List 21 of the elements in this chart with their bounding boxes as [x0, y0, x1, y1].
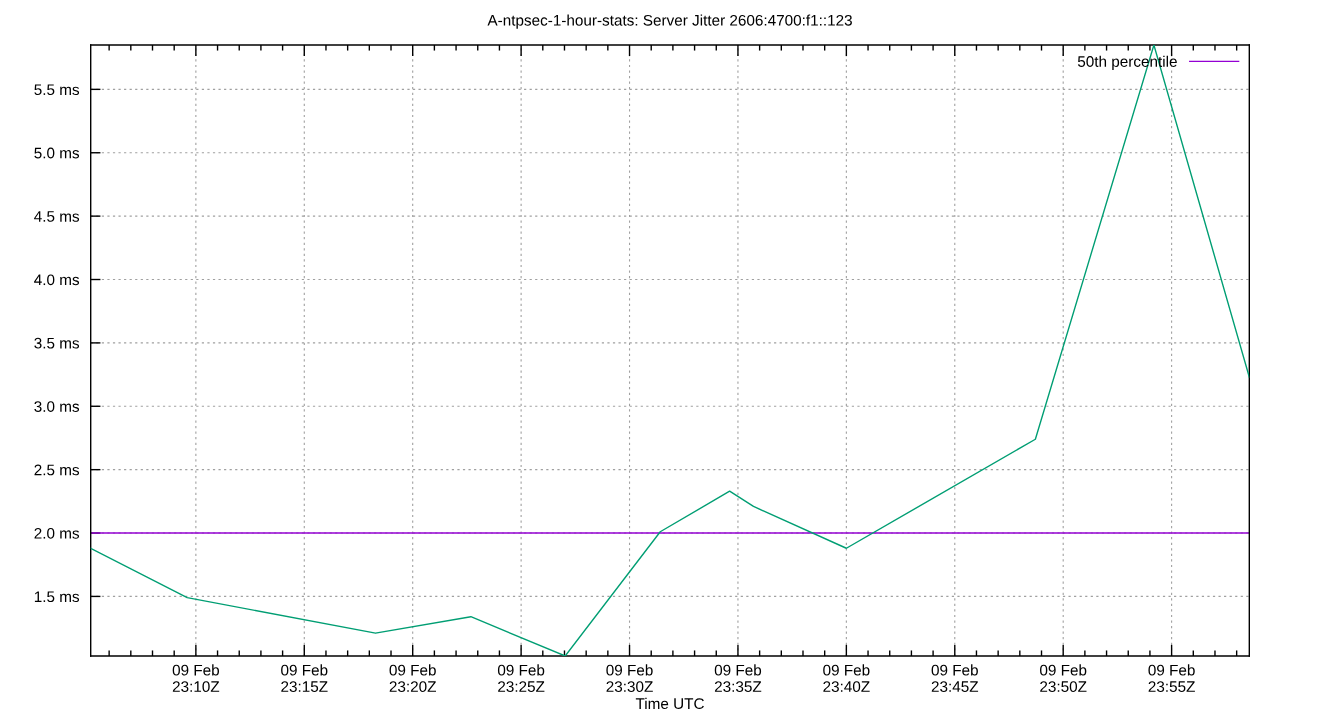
x-tick-label: 09 Feb 23:35Z: [714, 664, 762, 693]
y-tick-label: 5.5 ms: [34, 84, 80, 96]
x-tick-label: 09 Feb 23:40Z: [823, 664, 870, 693]
y-tick-label: 1.5 ms: [34, 591, 80, 603]
y-tick-label: 2.5 ms: [34, 464, 80, 476]
y-tick-label: 4.5 ms: [34, 211, 80, 222]
y-tick-label: 4.0 ms: [34, 274, 80, 286]
x-tick-label: 09 Feb 23:50Z: [1040, 664, 1087, 693]
y-tick-label: 2.0 ms: [34, 527, 80, 539]
y-tick-label: 5.0 ms: [34, 147, 80, 159]
x-tick-label: 09 Feb 23:25Z: [497, 664, 545, 693]
x-tick-label: 09 Feb 23:10Z: [172, 664, 220, 693]
x-tick-label: 09 Feb 23:55Z: [1148, 664, 1195, 693]
y-tick-label: 3.5 ms: [34, 337, 80, 349]
y-tick-label: 3.0 ms: [34, 401, 80, 412]
x-tick-label: 09 Feb 23:30Z: [606, 664, 653, 693]
chart-title: A-ntpsec-1-hour-stats: Server Jitter 2606:4700:f1::123: [487, 14, 852, 29]
x-tick-label: 09 Feb 23:20Z: [389, 664, 437, 693]
x-tick-label: 09 Feb 23:45Z: [931, 664, 979, 693]
x-axis-title: Time UTC: [635, 697, 704, 710]
x-tick-label: 09 Feb 23:15Z: [281, 664, 328, 693]
